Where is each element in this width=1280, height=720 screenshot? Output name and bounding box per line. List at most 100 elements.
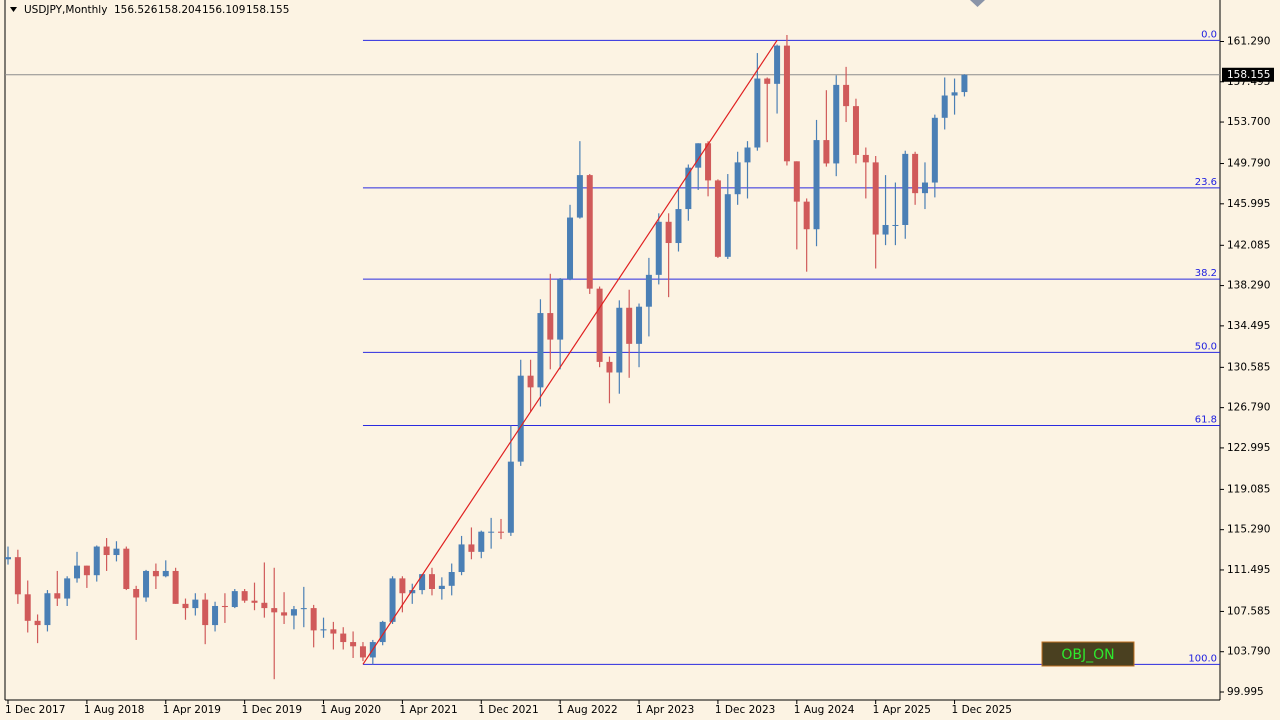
x-tick-label: 1 Dec 2019 [242,704,302,716]
candle-body [152,570,159,577]
candle-body [576,175,583,218]
candle-body [793,161,800,202]
x-tick-label: 1 Dec 2017 [5,704,65,716]
y-tick-label: 115.290 [1227,524,1270,536]
candle-body [448,572,455,586]
candle-body [14,557,21,595]
candle-body [271,608,278,613]
x-tick-label: 1 Aug 2022 [557,704,618,716]
candle-body [5,557,11,560]
y-tick-label: 161.290 [1227,35,1270,47]
candle-body [320,629,327,631]
candle-body [862,154,869,163]
candle-body [872,162,879,235]
candle-body [596,288,603,362]
candle-body [438,585,445,589]
y-tick-label: 126.790 [1227,402,1270,414]
candle-body [103,546,110,556]
x-tick-label: 1 Dec 2023 [715,704,775,716]
candle-body [724,194,731,257]
candle-body [34,620,41,626]
candle-body [823,140,830,164]
current-price-box [1222,67,1274,82]
candle-body [547,313,554,340]
candle-body [379,621,386,643]
current-price-label: 158.155 [1227,69,1270,81]
candle-body [843,84,850,107]
obj-on-label[interactable]: OBJ_ON [1061,647,1114,663]
candle-body [783,45,790,162]
candle-body [764,78,771,84]
candle-body [123,548,130,589]
scroll-marker [970,0,985,7]
candle-body [498,531,504,533]
y-tick-label: 130.585 [1227,361,1270,373]
candle-body [606,361,613,373]
candle-body [675,209,682,244]
candle-body [44,593,51,626]
candle-body [882,224,889,235]
candle-body [24,594,31,621]
candle-body [941,95,948,118]
candle-body [478,531,485,552]
candle-body [212,605,219,626]
candle-body [774,45,781,84]
candle-body [537,313,544,388]
y-tick-label: 134.495 [1227,320,1270,332]
candle-body [892,224,899,226]
candle-body [645,274,652,307]
fib-label: 23.6 [1195,177,1217,188]
candle-body [340,633,347,643]
candle-body [705,143,712,181]
candle-body [507,461,514,533]
header-low: 156.109 [202,4,245,16]
x-tick-label: 1 Apr 2021 [399,704,457,716]
candle-body [143,570,150,598]
candle-body [902,153,909,225]
candle-body [951,92,958,96]
y-tick-label: 107.585 [1227,605,1270,617]
candle-body [241,591,248,601]
candle-body [586,175,593,289]
candle-body [113,548,120,556]
y-tick-label: 142.085 [1227,239,1270,251]
x-tick-label: 1 Apr 2023 [636,704,694,716]
candle-body [64,578,71,599]
candle-body [931,117,938,183]
header-open: 156.526 [114,4,158,16]
candle-body [359,646,366,658]
candle-body [921,182,928,194]
candle-body [83,565,90,576]
y-tick-label: 153.700 [1227,116,1270,128]
candle-body [695,143,702,168]
candle-body [468,544,475,552]
x-tick-label: 1 Dec 2025 [952,704,1012,716]
candle-body [685,167,692,210]
symbol-label: USDJPY,Monthly [24,4,107,16]
candle-body [714,180,721,257]
y-tick-label: 99.995 [1227,686,1264,698]
candle-body [310,608,317,631]
obj-on-button[interactable] [1041,641,1135,667]
candle-body [251,600,258,603]
fib-label: 0.0 [1201,29,1217,40]
trendline [362,39,778,665]
candle-body [803,201,810,230]
candle-body [961,74,968,93]
fib-label: 61.8 [1195,415,1217,426]
candle-body [665,221,672,244]
fib-label: 100.0 [1188,653,1217,664]
y-tick-label: 149.790 [1227,158,1270,170]
candle-body [655,221,662,275]
candle-body [626,307,633,344]
header-high: 158.204 [158,4,202,16]
candle-body [389,578,396,622]
y-tick-label: 122.995 [1227,442,1270,454]
candle-body [744,147,751,163]
x-tick-label: 1 Aug 2024 [794,704,855,716]
candle-body [567,217,574,280]
x-tick-label: 1 Aug 2018 [84,704,145,716]
x-tick-label: 1 Dec 2021 [478,704,538,716]
candle-body [517,375,524,462]
